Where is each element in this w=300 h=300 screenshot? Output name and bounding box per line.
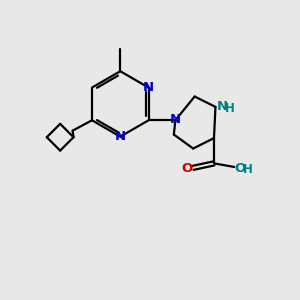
Text: N: N	[143, 81, 154, 94]
Text: N: N	[216, 100, 228, 113]
Text: H: H	[224, 102, 234, 115]
Text: N: N	[170, 113, 181, 127]
Text: N: N	[115, 130, 126, 143]
Text: O: O	[234, 162, 245, 175]
Text: O: O	[181, 162, 193, 175]
Text: H: H	[243, 164, 253, 176]
